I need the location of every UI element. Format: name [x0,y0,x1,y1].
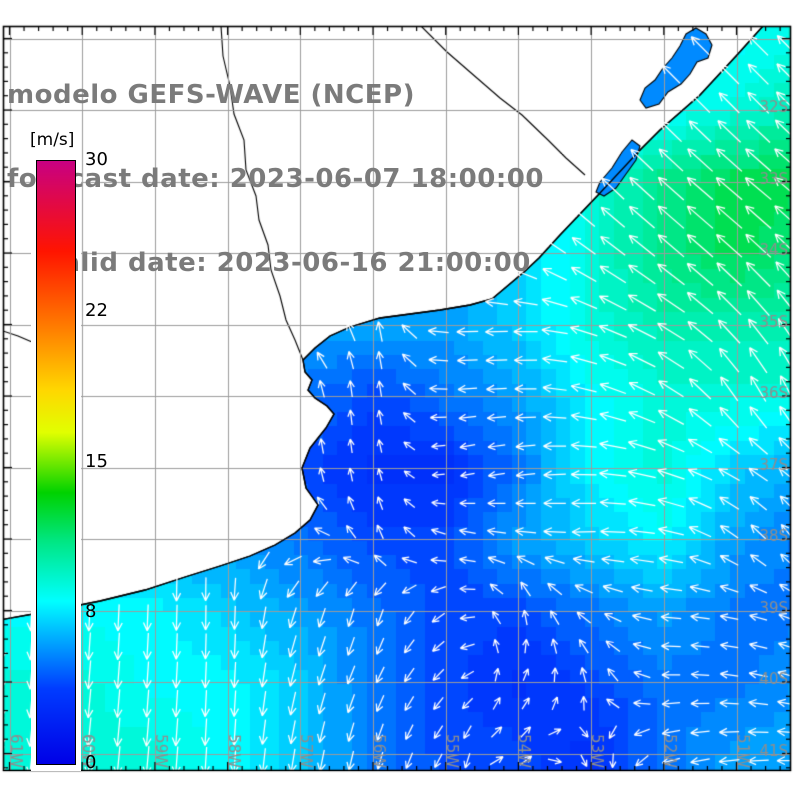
colorbar-tick-15: 15 [85,450,108,472]
colorbar-gradient [36,160,76,765]
colorbar-unit-label: [m/s] [30,130,75,150]
colorbar-tick-0: 0 [85,752,97,773]
colorbar-tick-8: 8 [85,601,97,623]
colorbar-tick-30: 30 [85,149,108,170]
colorbar-tick-22: 22 [85,299,108,321]
